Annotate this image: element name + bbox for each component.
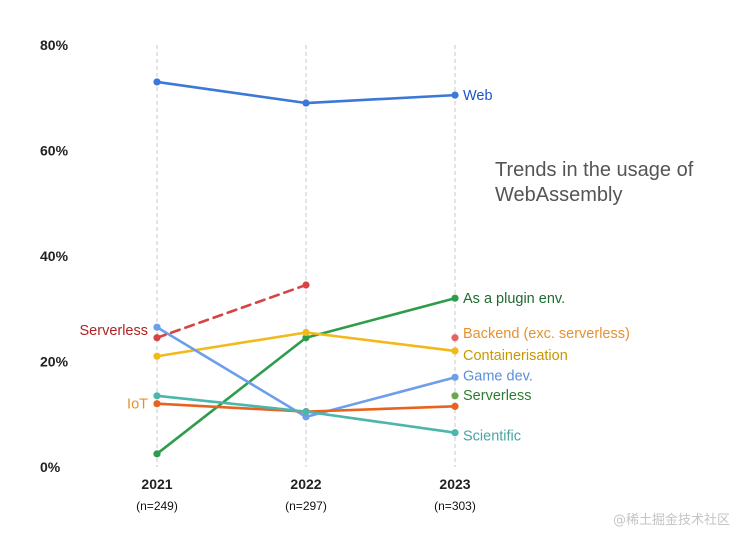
y-tick-label: 80% [40, 37, 69, 53]
data-point-containerisation [302, 328, 310, 337]
chart-title-line-1: Trends in the usage of [495, 159, 694, 181]
sample-size-label: (n=249) [136, 499, 178, 513]
watermark: @稀土掘金技术社区 [613, 512, 730, 528]
series-label-iot: IoT [127, 397, 148, 413]
data-point-scientific [302, 408, 310, 416]
series-label-as-a-plugin-env: As a plugin env. [463, 291, 565, 307]
data-point-web [302, 99, 310, 107]
data-point-serverless-2023 [451, 392, 459, 400]
data-point-iot [153, 400, 161, 408]
data-point-containerisation [153, 352, 161, 360]
data-point-scientific [451, 429, 459, 437]
series-label-containerisation: Containerisation [463, 348, 568, 364]
series-line-serverless [155, 283, 308, 340]
data-point-as-a-plugin-env [153, 450, 161, 458]
data-point-web [153, 78, 161, 86]
series-label-backend-exc-serverless: Backend (exc. serverless) [463, 326, 630, 342]
y-tick-label: 20% [40, 354, 69, 370]
data-point-serverless [302, 281, 310, 289]
data-point-game-dev [302, 413, 310, 421]
series-label-serverless-2023: Serverless [463, 388, 532, 404]
data-point-game-dev [451, 373, 459, 381]
x-tick-label: 2021 [141, 476, 172, 492]
chart-title-line-2: WebAssembly [495, 184, 622, 206]
x-tick-label: 2022 [290, 476, 321, 492]
sample-size-label: (n=297) [285, 499, 327, 513]
data-point-game-dev [153, 323, 161, 331]
x-tick-label: 2023 [439, 476, 470, 492]
sample-size-label: (n=303) [434, 499, 476, 513]
series-label-game-dev: Game dev. [463, 368, 533, 384]
data-point-containerisation [451, 347, 459, 355]
y-tick-label: 0% [40, 459, 61, 475]
data-point-as-a-plugin-env [451, 294, 459, 302]
y-tick-label: 40% [40, 248, 69, 264]
series-label-scientific: Scientific [463, 429, 521, 445]
data-point-as-a-plugin-env [302, 334, 310, 342]
data-point-backend-exc-serverless [451, 334, 459, 342]
data-point-web [451, 91, 459, 99]
y-tick-label: 60% [40, 143, 69, 159]
series-label-serverless: Serverless [80, 323, 149, 339]
data-point-iot [451, 402, 459, 410]
data-point-scientific [153, 392, 161, 400]
data-point-serverless [153, 334, 161, 342]
series-label-web: Web [463, 88, 493, 104]
